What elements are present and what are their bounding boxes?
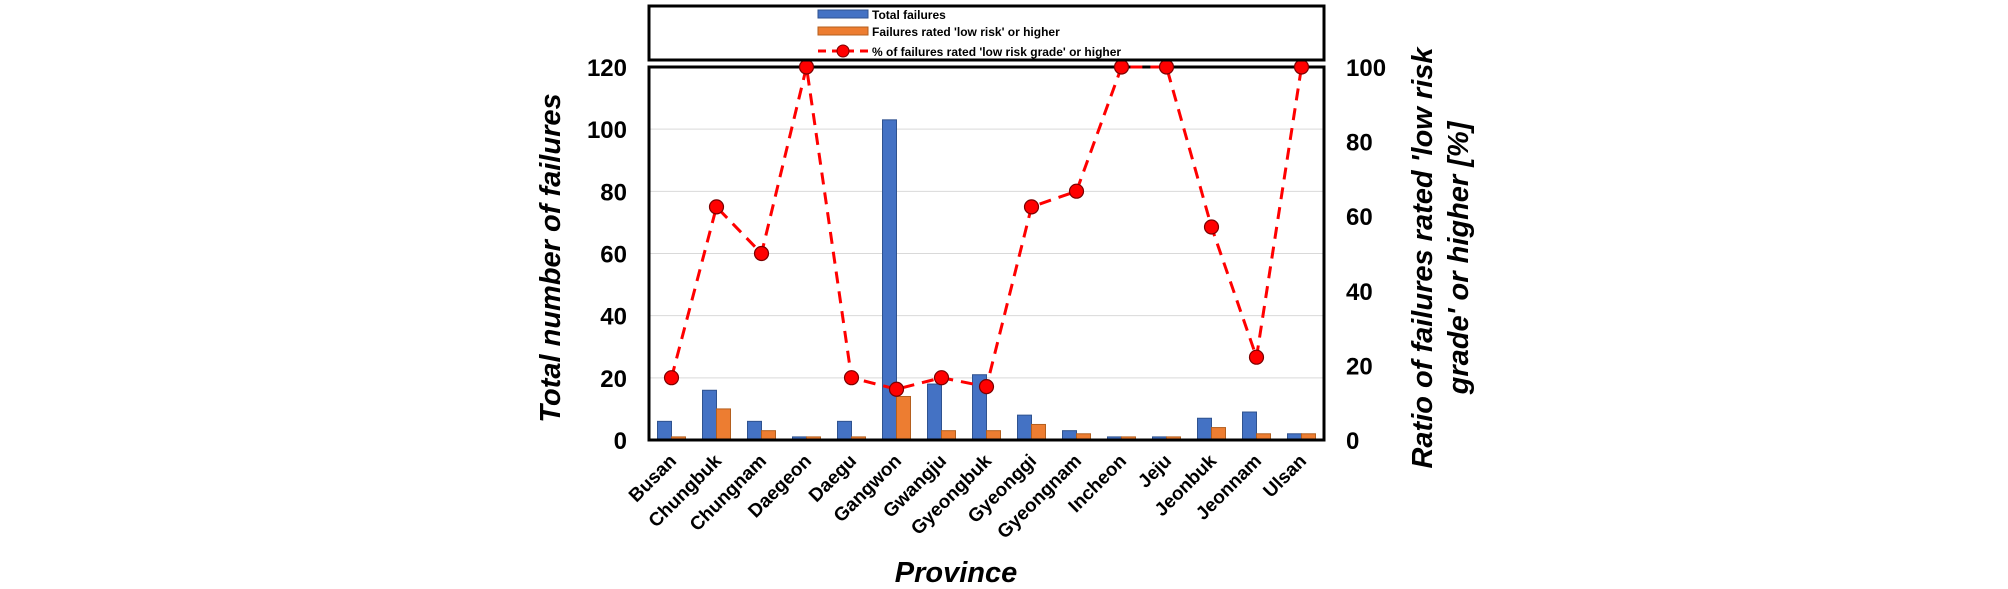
ratio-marker [978, 379, 995, 395]
x-tick-label: Ulsan [1260, 451, 1311, 502]
ratio-marker [708, 199, 725, 215]
ratio-marker [933, 370, 950, 386]
y-tick-label: 60 [600, 242, 627, 269]
y2-tick-label: 100 [1346, 55, 1386, 82]
bar-total-failures [747, 420, 762, 441]
ratio-marker [1248, 349, 1265, 365]
y2-tick-label: 80 [1346, 130, 1373, 157]
y2-tick-label: 40 [1346, 279, 1373, 306]
legend-box [647, 4, 1326, 62]
y2-tick-label: 0 [1346, 428, 1359, 455]
bar-total-failures [702, 389, 717, 441]
low-risk-failures-bars [671, 395, 1316, 441]
ratio-marker [798, 59, 815, 75]
y-tick-label: 40 [600, 304, 627, 331]
ratio-markers [663, 59, 1310, 397]
legend-swatch-total [817, 9, 869, 19]
legend-swatch-low [817, 26, 869, 36]
left-axis-ticks: 0 20 40 60 80 100 120 [587, 55, 627, 455]
x-axis-title: Province [895, 557, 1018, 589]
bar-total-failures [1017, 414, 1032, 441]
x-axis-ticks: BusanChungbukChungnamDaegeonDaeguGangwon… [625, 450, 1311, 543]
bar-low-risk-failures [716, 408, 731, 441]
ratio-marker [1023, 199, 1040, 215]
legend-label-total: Total failures [872, 8, 946, 22]
y-axis-title: Total number of failures [535, 93, 567, 422]
legend: Total failures Failures rated 'low risk'… [647, 4, 1326, 62]
ratio-marker [1158, 59, 1175, 75]
y2-tick-label: 60 [1346, 204, 1373, 231]
plot-area-frame [647, 65, 1326, 442]
y-tick-label: 0 [614, 428, 627, 455]
ratio-marker [1068, 183, 1085, 199]
y-tick-label: 100 [587, 117, 627, 144]
ratio-marker [753, 245, 770, 262]
y2-axis-title-line1: Ratio of failures rated 'low risk [1407, 46, 1439, 469]
total-failures-bars [657, 119, 1302, 441]
y2-tick-label: 20 [1346, 353, 1373, 380]
y2-axis-title-line2: grade' or higher [%] [1443, 120, 1475, 395]
y-tick-label: 80 [600, 179, 627, 206]
right-axis-ticks: 0 20 40 60 80 100 [1346, 55, 1386, 455]
gridlines [649, 128, 1324, 379]
ratio-marker [1113, 59, 1130, 75]
legend-label-ratio: % of failures rated 'low risk grade' or … [872, 45, 1121, 59]
bar-low-risk-failures [1211, 427, 1226, 441]
y-tick-label: 120 [587, 55, 627, 82]
ratio-marker [888, 381, 905, 397]
bar-total-failures [1242, 411, 1257, 441]
bar-total-failures [837, 420, 852, 441]
ratio-marker [843, 370, 860, 386]
legend-swatch-ratio-marker [836, 44, 850, 58]
ratio-marker [1293, 59, 1310, 75]
ratio-marker [663, 370, 680, 386]
legend-label-low: Failures rated 'low risk' or higher [872, 25, 1060, 39]
ratio-marker [1203, 219, 1220, 235]
y-tick-label: 20 [600, 366, 627, 393]
bar-total-failures [657, 420, 672, 441]
bar-low-risk-failures [896, 395, 911, 441]
bar-total-failures [1197, 417, 1212, 441]
bar-low-risk-failures [1031, 423, 1046, 441]
bar-total-failures [927, 383, 942, 441]
